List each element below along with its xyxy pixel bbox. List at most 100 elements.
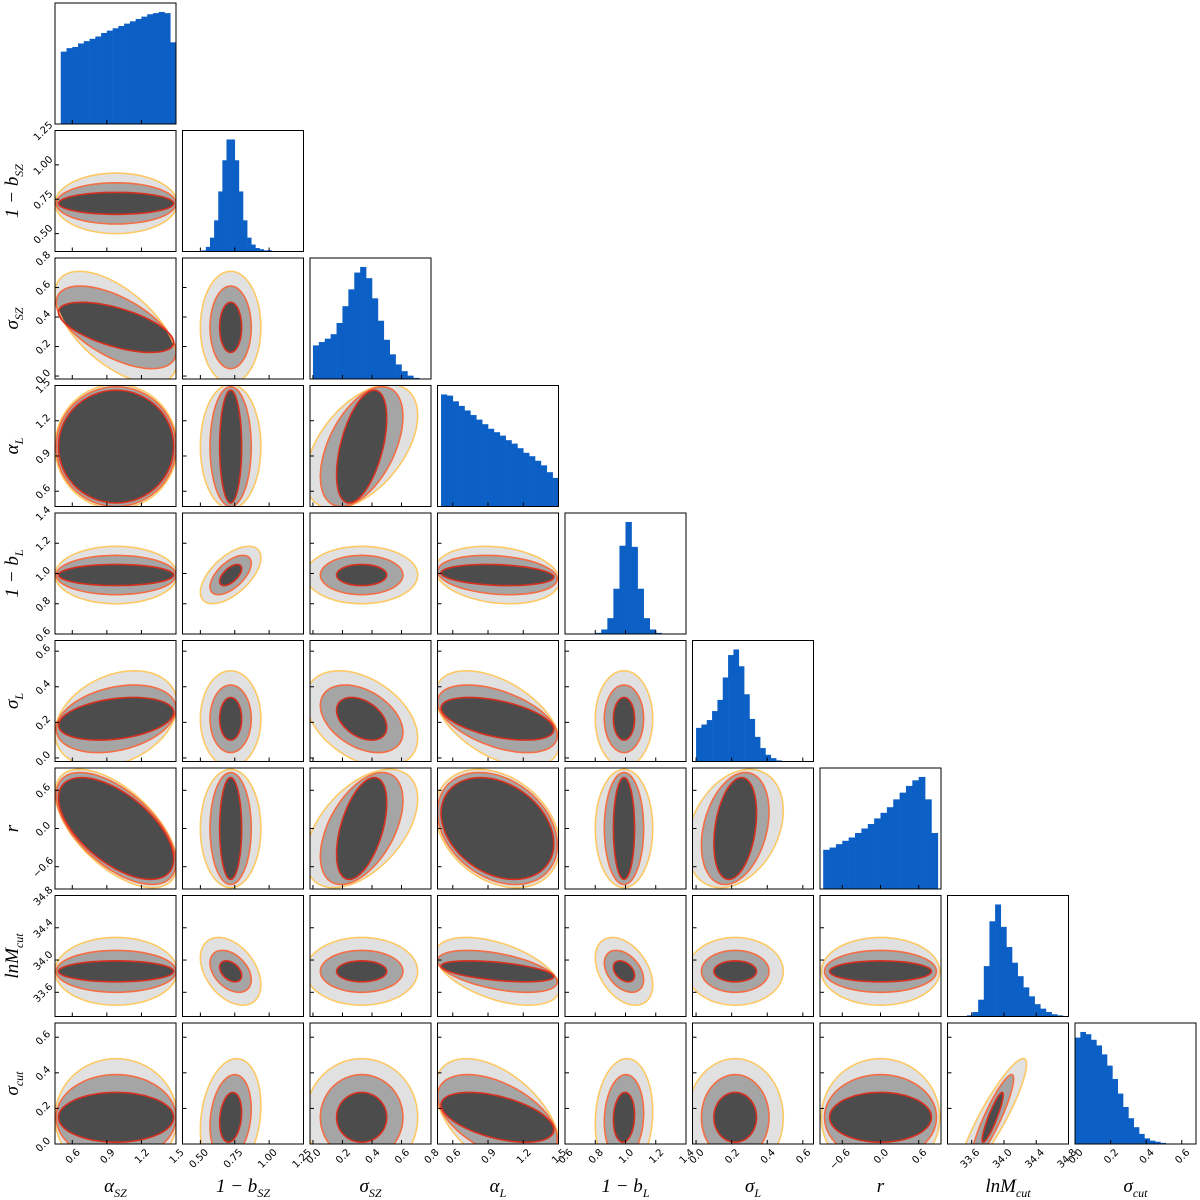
histogram-bar xyxy=(899,792,907,889)
histogram-bar xyxy=(717,699,724,762)
density xyxy=(336,564,387,586)
histogram-bar xyxy=(655,632,663,634)
histogram-bar xyxy=(744,694,750,762)
density xyxy=(219,302,242,353)
contour xyxy=(612,696,636,741)
histogram-bar xyxy=(905,785,913,889)
panel-frame xyxy=(564,640,687,762)
histogram-bar xyxy=(701,724,708,762)
histogram-bar xyxy=(595,632,602,634)
histogram-bar xyxy=(712,711,718,762)
contour xyxy=(57,563,175,587)
x-tick-label: 0.4 xyxy=(1138,1147,1157,1166)
panel xyxy=(54,130,177,252)
panel xyxy=(564,640,687,762)
contour xyxy=(209,285,253,370)
panel-content xyxy=(60,11,176,124)
x-tick-label: 1.5 xyxy=(168,1147,187,1166)
x-tick-label: 34.0 xyxy=(991,1147,1015,1171)
histogram-bar xyxy=(112,28,119,124)
contour xyxy=(55,1057,176,1144)
panel-content xyxy=(310,669,419,762)
contour xyxy=(820,1057,941,1144)
histogram-bar xyxy=(360,266,367,379)
histogram-bar xyxy=(377,320,385,379)
histogram-bar xyxy=(601,629,608,634)
histogram-bar xyxy=(78,43,85,124)
histogram-bar xyxy=(1107,1065,1113,1144)
contour xyxy=(199,1057,262,1144)
panel-content xyxy=(55,172,176,235)
histogram-bar xyxy=(546,472,553,507)
histogram-bar xyxy=(1028,996,1035,1017)
panel-frame xyxy=(54,1022,177,1145)
axis-label-symbol: α xyxy=(104,1176,115,1197)
density xyxy=(58,1092,174,1143)
y-tick-label: 1.2 xyxy=(34,412,53,431)
histogram-bar xyxy=(389,354,396,379)
contour xyxy=(55,684,176,754)
panel-content xyxy=(199,545,262,605)
contour xyxy=(594,669,654,762)
panel-content xyxy=(595,521,663,634)
axis-label-subscript: L xyxy=(499,1186,507,1200)
y-tick-label: 34.8 xyxy=(32,885,56,909)
histogram-bar xyxy=(348,289,355,379)
histogram-bar xyxy=(842,840,849,889)
panel xyxy=(54,385,177,507)
contour xyxy=(692,1057,785,1144)
histogram-bar xyxy=(855,832,862,889)
histogram-bar xyxy=(1045,1012,1052,1017)
histogram-bar xyxy=(401,371,408,379)
histogram-bar xyxy=(312,345,320,379)
panel xyxy=(692,767,814,890)
histogram-bar xyxy=(1075,1037,1081,1144)
panel xyxy=(54,767,177,890)
density xyxy=(441,564,554,586)
histogram-bar xyxy=(124,23,131,124)
histogram-bar xyxy=(966,1015,973,1017)
contour xyxy=(603,949,645,994)
histogram-bar xyxy=(446,395,454,507)
panel-frame xyxy=(54,895,177,1017)
x-tick-label: 33.6 xyxy=(959,1147,983,1171)
panel-content xyxy=(437,936,559,1007)
histogram-bar xyxy=(765,754,772,762)
density xyxy=(613,697,635,741)
density xyxy=(219,697,242,741)
contour xyxy=(57,696,175,741)
contour xyxy=(437,936,559,1007)
axis-label: σcut xyxy=(1123,1176,1148,1200)
histogram-bar xyxy=(874,818,881,889)
contour xyxy=(319,684,404,754)
y-tick-label: 0.75 xyxy=(32,189,56,213)
panel xyxy=(1074,1022,1197,1145)
x-tick-label: 1.2 xyxy=(515,1147,534,1166)
contour xyxy=(335,696,388,741)
histogram-bar xyxy=(66,48,73,124)
histogram-bar xyxy=(141,16,148,124)
panel xyxy=(309,1022,432,1145)
contour xyxy=(218,301,243,354)
y-tick-label: 0.9 xyxy=(34,448,53,467)
axis-label-symbol: lnM xyxy=(985,1176,1017,1197)
panel-frame xyxy=(947,1022,1069,1145)
y-tick-label: 1.00 xyxy=(32,154,56,178)
panel xyxy=(309,512,432,635)
panel-frame xyxy=(54,512,177,635)
contour xyxy=(310,1057,419,1144)
x-tick-label: 0.6 xyxy=(794,1147,813,1166)
panel-frame xyxy=(54,130,177,252)
contour xyxy=(310,669,419,762)
panel xyxy=(54,2,177,125)
y-tick-label: 0.0 xyxy=(34,820,53,839)
y-tick-label: 0.4 xyxy=(34,678,53,697)
panel-frame xyxy=(54,2,177,125)
histogram-bar xyxy=(540,465,548,507)
histogram-bar xyxy=(336,322,343,379)
panel-content xyxy=(437,545,559,605)
panel xyxy=(182,1022,304,1145)
panel-frame xyxy=(819,1022,942,1145)
panel-frame xyxy=(54,385,177,507)
histogram-bar xyxy=(413,377,420,379)
